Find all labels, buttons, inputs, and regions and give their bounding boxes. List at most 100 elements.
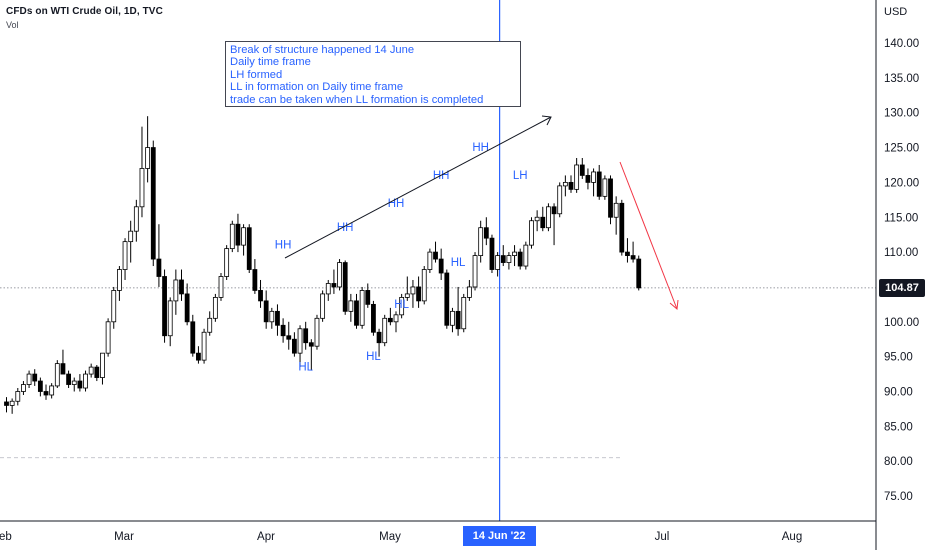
candle — [4, 397, 9, 413]
candle — [184, 283, 190, 326]
candle-body-down — [60, 363, 66, 375]
candle-body-down — [579, 164, 585, 176]
candle-body-up — [546, 206, 551, 229]
candle — [500, 245, 506, 267]
candle — [280, 318, 286, 343]
analysis-note[interactable]: Break of structure happened 14 June Dail… — [225, 41, 521, 107]
candle — [60, 349, 66, 375]
candle — [438, 248, 444, 280]
candle-body-down — [4, 401, 9, 406]
candle — [557, 182, 563, 218]
candle-body-up — [574, 164, 580, 190]
price-axis: 140.00 135.00 130.00 125.00 120.00 115.00 110.… — [875, 0, 919, 550]
candle — [427, 248, 433, 274]
candle — [263, 290, 269, 329]
candle — [32, 369, 38, 386]
candle-body-up — [529, 220, 534, 246]
candle — [591, 168, 596, 197]
candle — [568, 175, 574, 193]
y-tick-label: 115.00 — [884, 212, 918, 224]
candle-body-down — [585, 175, 591, 183]
candle — [275, 304, 280, 336]
x-tick-label: Jul — [655, 531, 670, 543]
y-tick-label: 135.00 — [884, 73, 919, 85]
candle — [450, 307, 455, 333]
candle — [111, 286, 117, 329]
candle — [314, 314, 320, 350]
candle — [9, 398, 15, 414]
candle — [320, 290, 326, 322]
candle — [529, 217, 534, 249]
volume-label[interactable]: Vol — [6, 20, 19, 30]
swing-label: HH — [388, 198, 405, 210]
candle — [382, 314, 388, 347]
candle-body-up — [212, 297, 218, 319]
candle-body-up — [523, 244, 529, 267]
candle — [229, 220, 235, 253]
candle — [546, 203, 551, 232]
candle — [551, 203, 557, 246]
candle-body-down — [376, 331, 382, 344]
candle — [483, 217, 489, 246]
candle-body-up — [139, 168, 145, 208]
candle-body-up — [21, 384, 26, 392]
candle — [404, 276, 410, 301]
note-line: Break of structure happened 14 June — [230, 44, 415, 56]
candle — [625, 238, 630, 263]
candle-body-down — [438, 258, 444, 274]
candle — [15, 388, 21, 406]
candle-body-up — [399, 297, 405, 316]
note-line: Daily time frame — [230, 56, 311, 69]
candle — [128, 220, 134, 263]
candle — [466, 279, 472, 301]
candle-body-up — [145, 147, 151, 169]
downtrend-arrowhead — [669, 299, 679, 310]
candle — [579, 158, 585, 179]
swing-label: HL — [298, 362, 313, 374]
candle-body-down — [416, 286, 421, 302]
candle-body-up — [9, 400, 15, 406]
candle-body-up — [404, 293, 410, 298]
candle — [218, 273, 224, 301]
candle — [196, 346, 201, 364]
candle-body-down — [371, 303, 376, 333]
candle — [534, 210, 540, 232]
swing-label: HH — [337, 222, 354, 234]
candle-body-up — [466, 286, 472, 298]
y-tick-label: 90.00 — [884, 387, 913, 399]
candle — [156, 224, 162, 287]
candle-body-up — [105, 321, 111, 354]
candle — [43, 384, 49, 400]
candle — [540, 206, 546, 232]
candle-body-up — [100, 352, 105, 378]
candle — [269, 307, 275, 329]
candle — [258, 279, 263, 308]
candle — [506, 252, 512, 270]
candle-body-down — [179, 279, 184, 295]
candle-body-down — [303, 328, 309, 344]
candle-body-up — [314, 317, 320, 347]
currency-label: USD — [884, 6, 908, 18]
candle-body-up — [26, 373, 32, 385]
candle-body-up — [495, 255, 501, 270]
candle — [224, 245, 230, 280]
uptrend-arrow-line — [284, 116, 552, 259]
candle — [393, 311, 399, 333]
candle-body-up — [348, 300, 354, 312]
candle-body-down — [455, 310, 461, 330]
candle-body-up — [15, 391, 21, 402]
candle — [348, 293, 354, 322]
candle-body-down — [43, 391, 49, 396]
candle — [207, 311, 213, 336]
candle-body-up — [224, 248, 230, 277]
candle-body-down — [608, 178, 613, 218]
candle — [246, 224, 252, 274]
candle-body-down — [568, 181, 574, 190]
candle-body-up — [506, 255, 512, 263]
candle-body-down — [489, 237, 495, 270]
candle — [66, 370, 71, 389]
candle-body-down — [275, 310, 280, 326]
candle — [387, 307, 393, 326]
y-tick-label: 120.00 — [884, 177, 919, 189]
